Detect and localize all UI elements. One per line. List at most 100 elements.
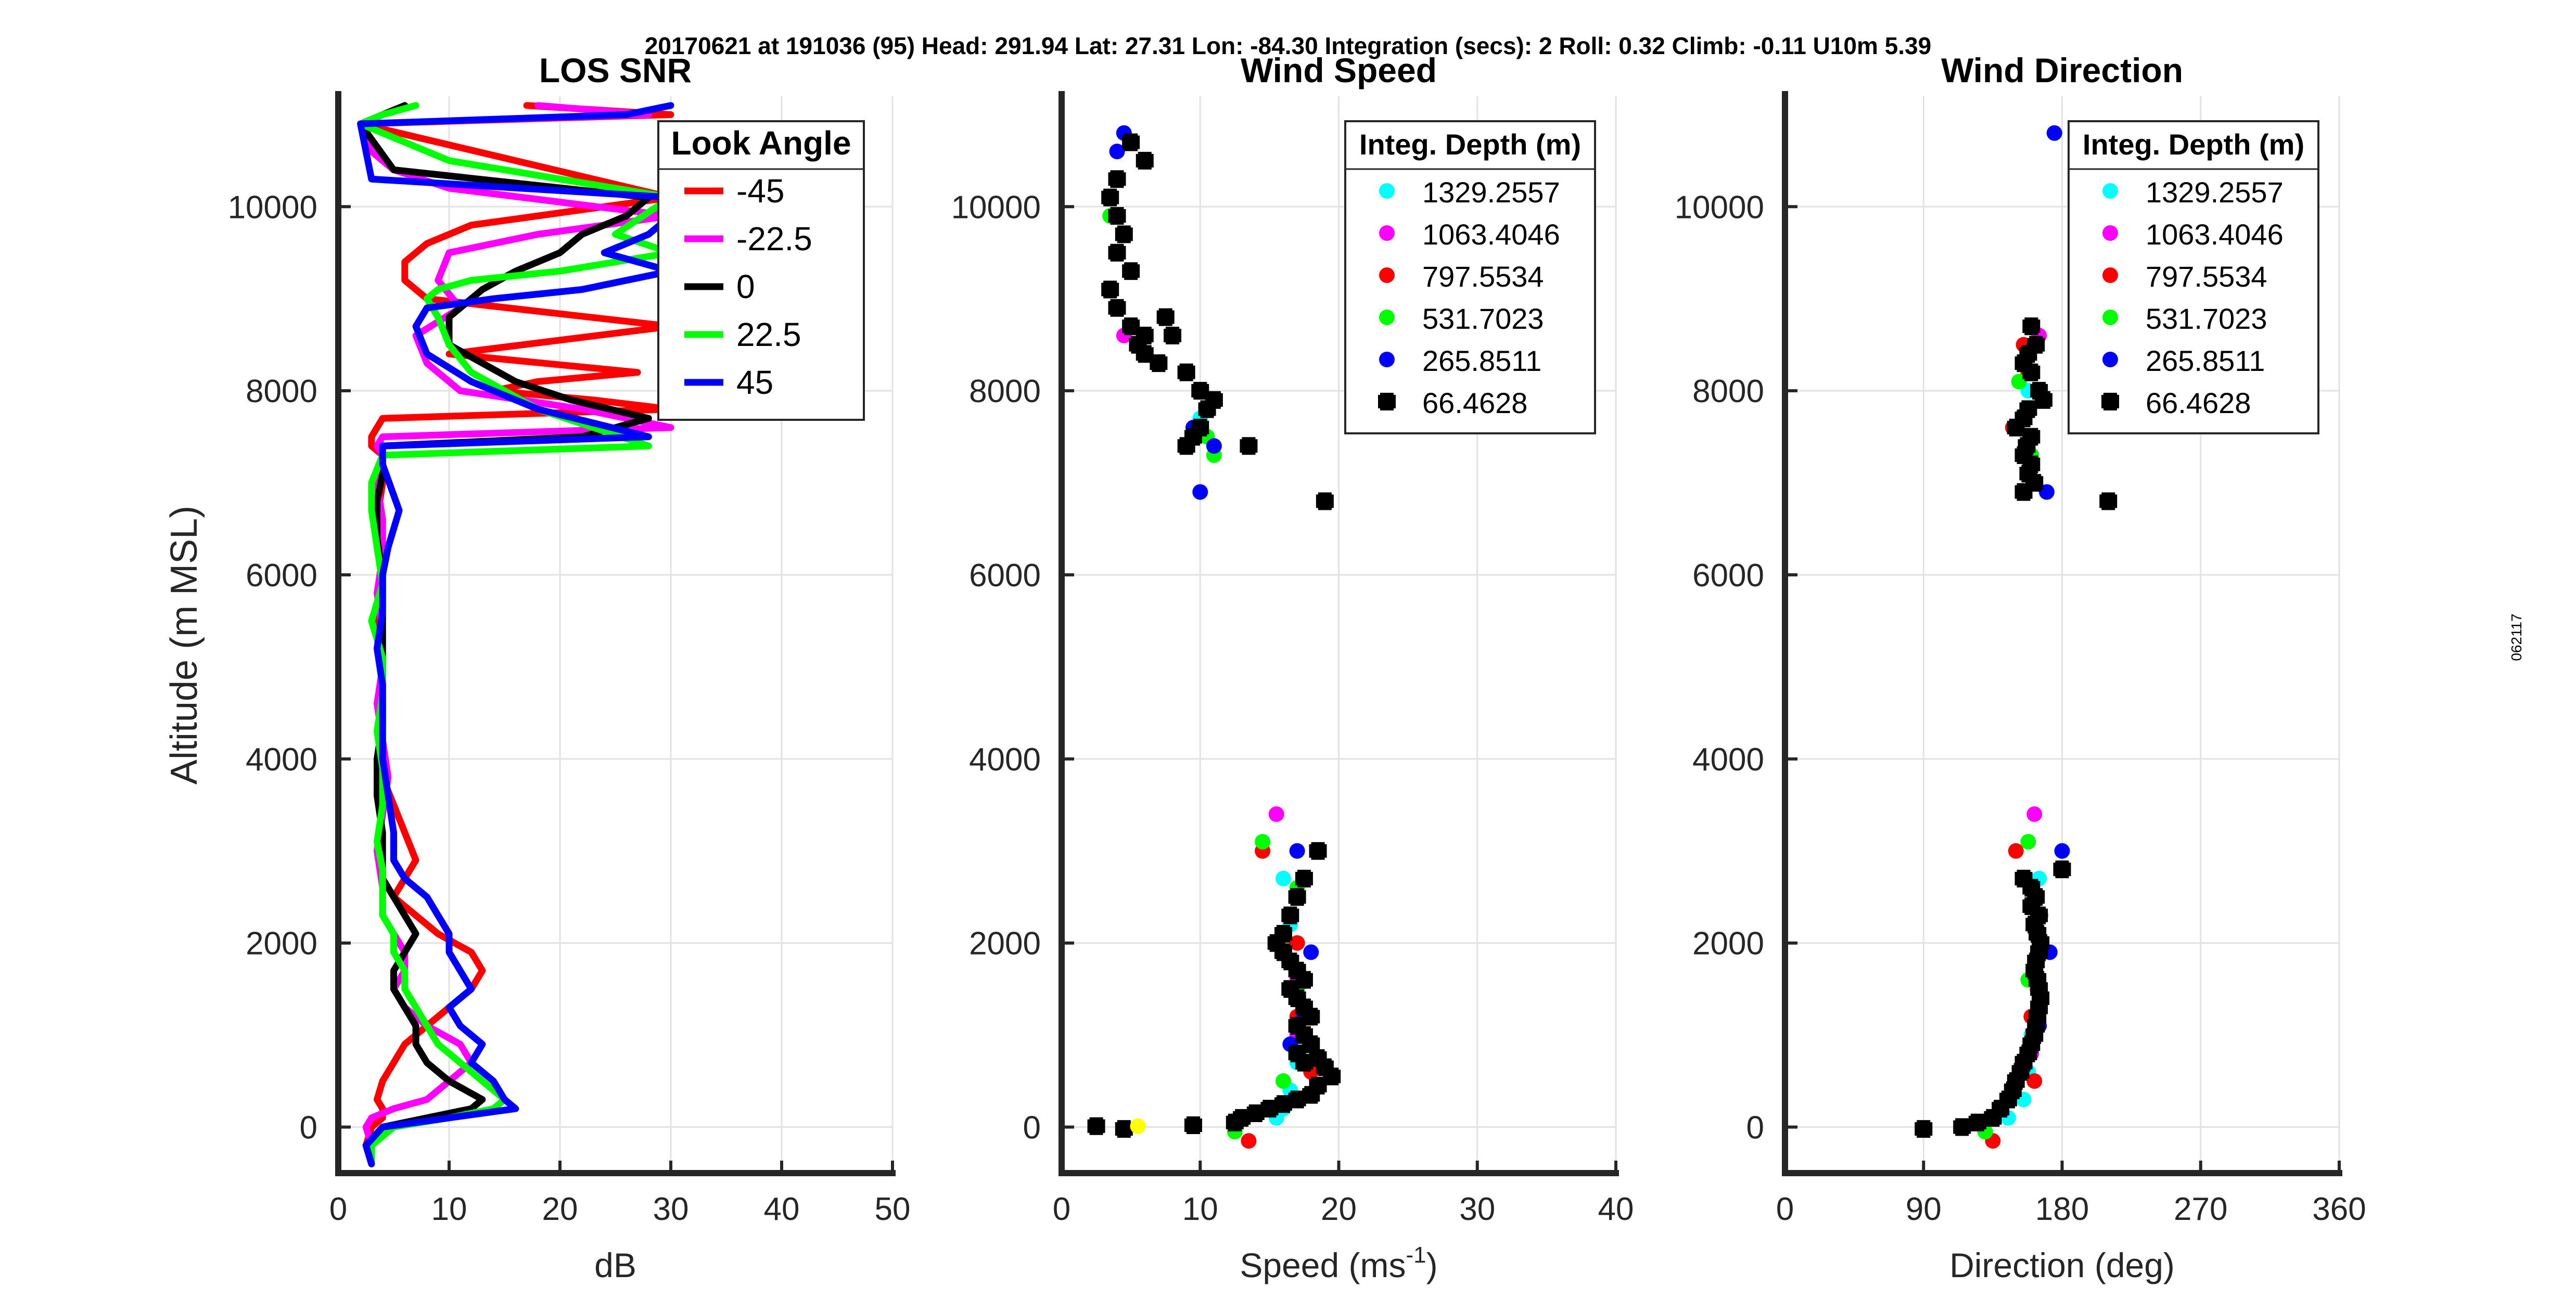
- data-point: [1968, 1113, 1986, 1131]
- y-tick-label: 2000: [1692, 926, 1764, 962]
- x-tick-label: 40: [1598, 1191, 1634, 1227]
- y-tick-label: 8000: [246, 374, 317, 409]
- x-tick-label: 360: [2312, 1191, 2366, 1227]
- data-point: [1255, 834, 1271, 850]
- data-point: [2007, 418, 2025, 436]
- x-tick-label: 10: [1182, 1191, 1218, 1227]
- y-tick-label: 10000: [228, 189, 317, 225]
- data-point: [1108, 170, 1126, 188]
- data-point: [1101, 280, 1119, 299]
- data-point: [1276, 1073, 1291, 1089]
- x-tick-label: 0: [1053, 1191, 1070, 1227]
- data-point: [1984, 1109, 2002, 1127]
- data-point: [2008, 843, 2024, 859]
- data-point: [2099, 492, 2118, 510]
- x-tick-label: 40: [764, 1191, 800, 1227]
- legend-label: 1063.4046: [1422, 218, 1560, 251]
- data-point: [1274, 1095, 1292, 1113]
- data-point: [1122, 262, 1140, 280]
- legend-swatch: [1379, 183, 1395, 199]
- x-tick-label: 20: [1321, 1191, 1357, 1227]
- data-point: [2026, 806, 2043, 822]
- x-tick-label: 0: [329, 1191, 347, 1227]
- data-point: [1295, 1053, 1313, 1072]
- snr-legend: Look Angle -45 -22.5 0 22.5 45: [657, 120, 865, 421]
- data-point: [1122, 133, 1140, 151]
- data-point: [1309, 842, 1327, 860]
- data-point: [1288, 1090, 1306, 1109]
- data-point: [1177, 437, 1195, 455]
- y-tick-label: 2000: [246, 926, 317, 962]
- legend-swatch: [2102, 225, 2118, 241]
- legend-swatch: [2102, 183, 2118, 199]
- x-axis-label-end: ): [1426, 1246, 1438, 1284]
- chart-title: Wind Direction: [1941, 51, 2183, 89]
- y-tick-label: 0: [300, 1110, 317, 1146]
- data-point: [1295, 971, 1313, 989]
- y-tick-label: 10000: [1675, 189, 1764, 225]
- data-point: [1260, 1100, 1279, 1118]
- data-point: [1206, 438, 1222, 454]
- legend-label: 66.4628: [1422, 387, 1527, 419]
- data-point: [1289, 843, 1305, 859]
- y-tick-label: 6000: [1692, 558, 1764, 594]
- data-point: [1295, 869, 1313, 887]
- data-point: [2046, 125, 2062, 141]
- legend-title: Integ. Depth (m): [2083, 128, 2304, 161]
- legend-swatch: [2102, 310, 2118, 325]
- data-point: [1184, 1116, 1202, 1134]
- y-tick-label: 8000: [1692, 374, 1764, 409]
- legend-swatch: [1379, 352, 1395, 367]
- chart-title: LOS SNR: [539, 51, 692, 89]
- legend-label: 1329.2557: [2146, 176, 2284, 209]
- legend-box: [657, 120, 865, 421]
- x-axis-label: dB: [594, 1246, 636, 1284]
- y-tick-label: 0: [1023, 1110, 1041, 1146]
- x-tick-label: 20: [542, 1191, 578, 1227]
- y-tick-label: 4000: [1692, 742, 1764, 778]
- data-point: [1240, 437, 1258, 455]
- data-point: [1915, 1120, 1933, 1138]
- y-tick-label: 0: [1746, 1110, 1764, 1146]
- data-point: [1087, 1117, 1105, 1135]
- legend-label: 265.8511: [2146, 344, 2265, 377]
- data-point: [1302, 1008, 1320, 1026]
- figure-header: 20170621 at 191036 (95) Head: 291.94 Lat…: [645, 32, 1931, 59]
- data-point: [2022, 363, 2041, 381]
- snr-panel: 0 10 20 30 40 50 0 2000 4000 6000 8000 10000 LOS SNR…: [163, 51, 910, 1284]
- legend-swatch: [2102, 352, 2118, 367]
- data-point: [1268, 806, 1284, 822]
- y-tick-label: 8000: [969, 374, 1041, 409]
- data-point: [1109, 144, 1125, 160]
- y-tick-label: 6000: [246, 558, 317, 594]
- legend-swatch: [1379, 225, 1395, 241]
- data-point: [1276, 870, 1291, 886]
- legend-label: 265.8511: [1422, 344, 1541, 377]
- legend-swatch: [1379, 310, 1395, 325]
- data-point: [2020, 834, 2036, 850]
- data-point: [1101, 188, 1119, 207]
- speed-legend: Integ. Depth (m) 1329.2557 1063.4046 797.55…: [1344, 120, 1596, 434]
- legend-swatch: [1379, 267, 1395, 283]
- legend-label: 1063.4046: [2146, 218, 2284, 251]
- x-tick-label: 30: [1459, 1191, 1495, 1227]
- y-tick-label: 4000: [246, 742, 317, 778]
- x-tick-label: 50: [875, 1191, 911, 1227]
- x-tick-label: 0: [1776, 1191, 1794, 1227]
- data-point: [1115, 1120, 1133, 1138]
- y-axis-label: Altitude (m MSL): [163, 506, 205, 784]
- data-point: [1108, 243, 1126, 262]
- legend-label: 797.5534: [1422, 260, 1544, 293]
- side-code: 062117: [2508, 613, 2524, 661]
- x-axis-label-superscript: -1: [1406, 1242, 1426, 1268]
- data-point: [1177, 363, 1195, 381]
- legend-label: 797.5534: [2146, 260, 2267, 293]
- data-point: [1316, 492, 1334, 510]
- legend-label: 1329.2557: [1422, 176, 1560, 209]
- legend-title: Look Angle: [671, 124, 851, 162]
- data-point: [1130, 1118, 1146, 1134]
- x-axis-label: Speed (ms-1): [1240, 1242, 1437, 1284]
- direction-legend: Integ. Depth (m) 1329.2557 1063.4046 797.55…: [2068, 120, 2319, 434]
- legend-swatch: [2102, 267, 2118, 283]
